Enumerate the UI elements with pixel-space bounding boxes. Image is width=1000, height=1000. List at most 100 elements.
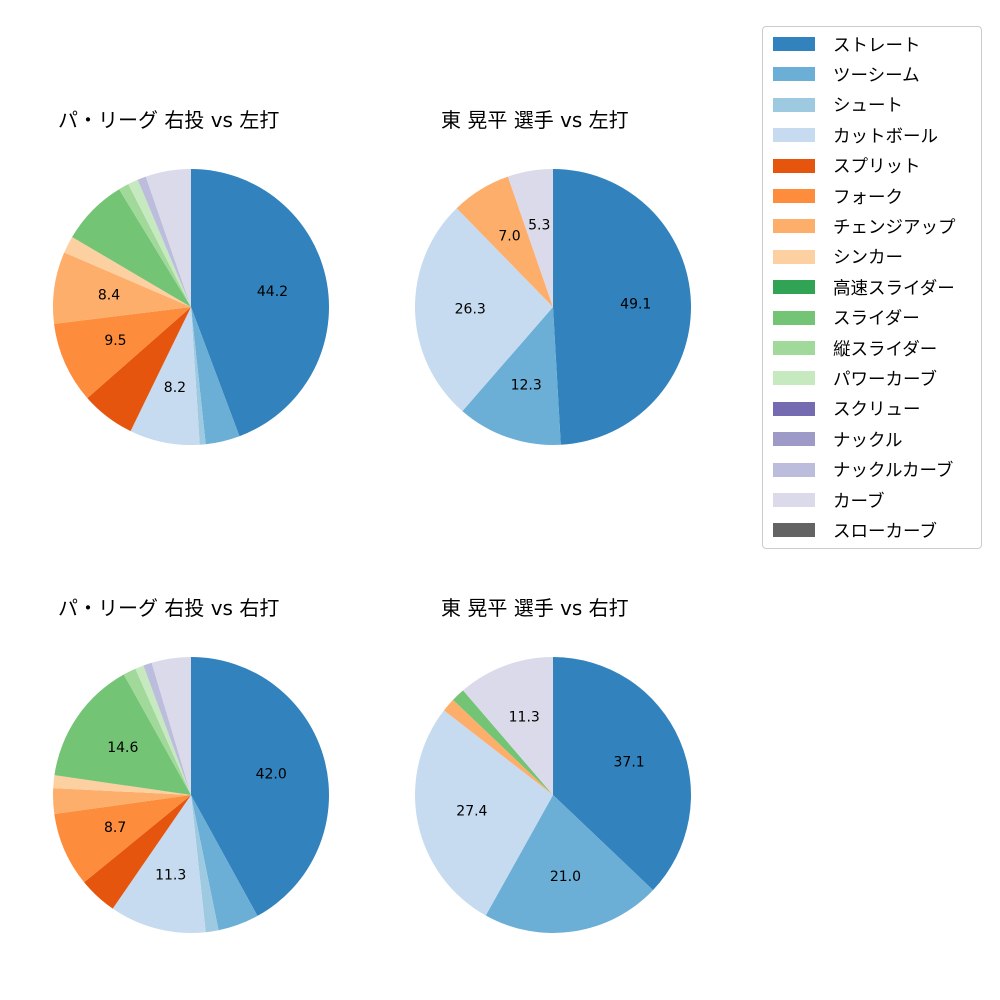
legend-swatch [773,219,815,234]
pie-slice [135,665,191,795]
legend-item: スクリュー [773,399,921,421]
legend-label: ナックルカーブ [833,461,954,482]
slice-percent-label: 42.0 [256,766,287,782]
legend-swatch [773,341,815,355]
legend-label: チェンジアップ [833,217,956,238]
pie-slice [553,169,692,445]
legend-item: シンカー [773,247,903,269]
pie-slice [452,690,553,795]
legend-label: スライダー [833,309,920,330]
legend-label: 縦スライダー [833,339,938,360]
slice-percent-label: 8.2 [164,380,186,396]
pie-slice [191,307,206,445]
slice-percent-label: 27.4 [456,804,487,820]
legend-item: 高速スライダー [773,277,955,299]
legend-swatch [773,462,815,477]
legend-swatch [773,189,815,203]
chart-title-player-vs-left: 東 晃平 選手 vs 左打 [441,108,629,132]
pie-slice [143,662,191,795]
slice-percent-label: 5.3 [528,217,550,233]
pie-slice [112,795,206,933]
pie-slice [485,795,654,934]
slice-percent-label: 9.5 [104,333,126,349]
legend-swatch [773,280,815,295]
slice-percent-label: 49.1 [620,297,651,313]
slice-percent-label: 21.0 [550,869,581,885]
pie-slice [415,208,553,412]
legend-item: ストレート [773,34,921,56]
chart-title-league-vs-left: パ・リーグ 右投 vs 左打 [58,108,280,132]
legend-label: カットボール [833,126,938,147]
pie-slice [462,307,561,445]
legend-item: チェンジアップ [773,216,956,238]
pie-slice [87,307,191,432]
pie-slice [84,795,191,909]
legend-item: スローカーブ [773,520,937,542]
legend-swatch [773,128,815,143]
pie-slice [456,176,553,307]
legend-label: シンカー [833,248,903,269]
legend-swatch [773,432,815,447]
legend-swatch [773,158,815,173]
legend-item: フォーク [773,186,903,208]
pie-slice [191,795,258,931]
slice-percent-label: 12.3 [511,377,542,393]
pie-slice [119,184,191,307]
legend-label: ツーシーム [833,65,920,86]
legend-item: スライダー [773,308,920,330]
legend-swatch [773,37,815,51]
chart-title-league-vs-right: パ・リーグ 右投 vs 右打 [58,596,280,620]
slice-percent-label: 8.7 [104,820,126,836]
legend-swatch [773,493,815,507]
pie-slice [128,179,191,307]
pie-slice [191,169,330,437]
legend-swatch [773,97,815,112]
legend-item: 縦スライダー [773,338,938,360]
legend-swatch [773,67,815,82]
legend-swatch [773,249,815,264]
pie-slice [123,668,191,795]
legend-label: ナックル [833,430,903,451]
slice-percent-label: 11.3 [155,867,186,883]
legend-swatch [773,371,815,386]
pie-slice [137,176,191,307]
pie-slice [54,674,192,795]
pie-slice [415,710,553,916]
pie-slice [553,657,692,891]
pie-slice [507,169,553,307]
pie-slice [191,795,219,933]
slice-percent-label: 11.3 [509,709,540,725]
pie-slice [191,307,240,445]
legend-item: カーブ [773,490,884,512]
pie-slice [54,307,192,399]
pie-slice [64,236,191,307]
legend-item: パワーカーブ [773,368,937,390]
legend: ストレート ツーシーム シュート カットボール スプリット フォーク チェンジアップ シンカー… [762,26,982,549]
pie-slice [52,788,191,815]
legend-item: ナックルカーブ [773,460,954,482]
legend-swatch [773,310,815,325]
legend-label: パワーカーブ [833,369,937,390]
slice-percent-label: 8.4 [98,287,120,303]
pie-slice [53,252,191,324]
pie-slice [191,657,329,916]
legend-swatch [773,523,815,538]
slice-percent-label: 7.0 [498,229,520,245]
pie-slice [443,699,553,795]
slice-percent-label: 14.6 [107,740,138,756]
pie-slice [53,775,191,795]
pie-slice [72,189,191,307]
legend-swatch [773,401,815,416]
pie-slice [54,795,192,883]
legend-label: フォーク [833,187,903,208]
legend-label: 高速スライダー [833,278,955,299]
legend-label: シュート [833,96,903,117]
legend-item: ナックル [773,429,903,451]
legend-item: シュート [773,95,903,117]
pie-slice [145,169,191,307]
legend-label: スクリュー [833,400,921,421]
slice-percent-label: 44.2 [257,284,288,300]
